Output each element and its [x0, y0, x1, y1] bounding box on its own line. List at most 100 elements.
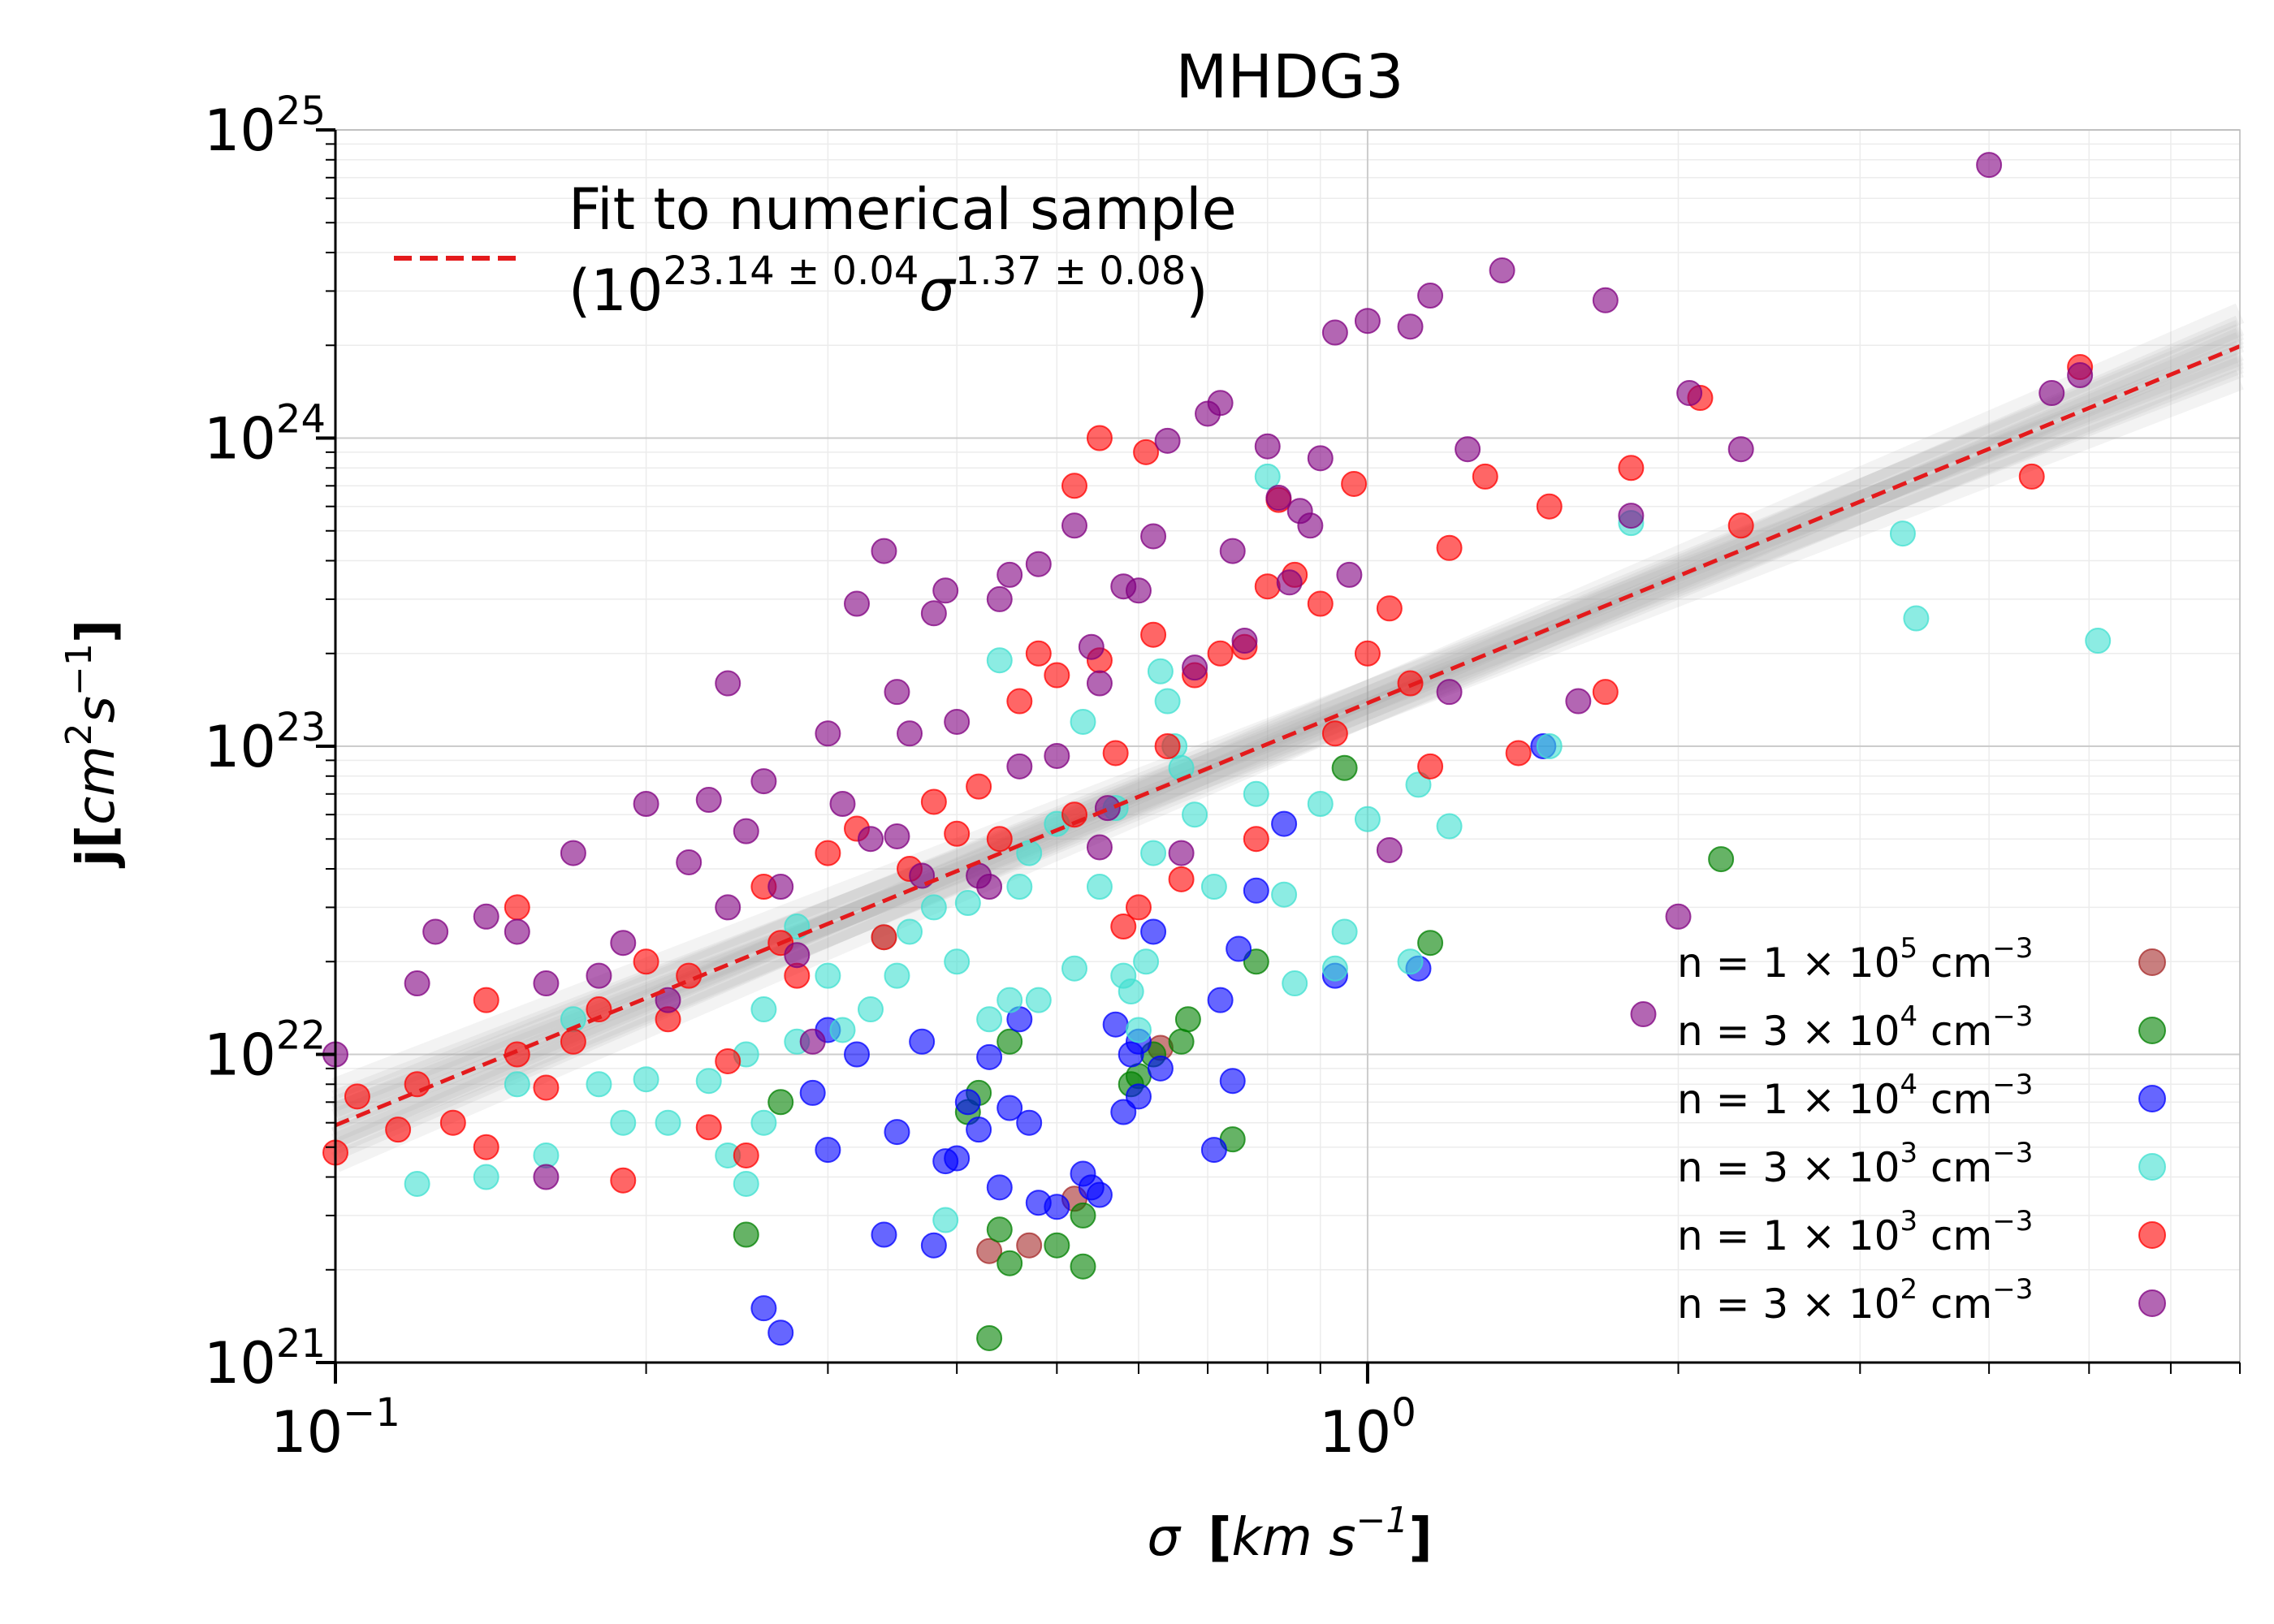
data-point — [976, 1043, 1003, 1070]
data-point — [799, 1028, 826, 1055]
axis-ticks — [316, 128, 2241, 1384]
data-point — [1102, 740, 1129, 767]
data-point — [404, 970, 430, 997]
data-point — [750, 1295, 777, 1322]
data-point — [986, 1174, 1013, 1201]
data-point — [1219, 1068, 1246, 1095]
data-point — [504, 1071, 530, 1098]
data-point — [1505, 740, 1532, 767]
data-point — [799, 1079, 826, 1106]
data-point — [1436, 813, 1463, 840]
data-point — [815, 1137, 841, 1164]
data-point — [1297, 512, 1324, 539]
fit-legend: Fit to numerical sample (1023.14 ± 0.04σ… — [394, 176, 1237, 324]
data-point — [1070, 1253, 1096, 1280]
data-point — [695, 787, 722, 814]
legend-label: n = 3 × 102 cm−3 — [1677, 1273, 2033, 1328]
fit-sample-line — [331, 352, 2244, 1129]
data-point — [1154, 733, 1181, 759]
data-point — [504, 918, 530, 945]
fit-sample-line — [331, 303, 2245, 1147]
data-point — [1231, 628, 1258, 654]
data-point — [750, 1109, 777, 1136]
data-point — [1727, 512, 1754, 539]
fit-legend-label: Fit to numerical sample — [568, 176, 1237, 243]
data-point — [533, 1074, 560, 1101]
data-point — [1321, 319, 1348, 346]
data-point — [1140, 840, 1167, 866]
legend-label: n = 3 × 103 cm−3 — [1677, 1137, 2033, 1191]
legend-marker — [2138, 1017, 2166, 1044]
data-point — [733, 1170, 759, 1197]
data-points — [322, 152, 2112, 1351]
data-point — [750, 768, 777, 795]
series-5 — [322, 152, 2094, 1190]
data-point — [857, 826, 884, 853]
data-point — [1376, 836, 1403, 863]
data-point — [1140, 918, 1167, 945]
data-point — [1133, 438, 1160, 465]
data-point — [1665, 903, 1692, 930]
data-point — [1455, 436, 1481, 463]
data-point — [1889, 520, 1916, 547]
data-point — [1102, 1011, 1129, 1038]
data-point — [404, 1170, 430, 1197]
data-point — [1200, 874, 1227, 901]
data-point — [996, 1028, 1023, 1055]
data-point — [1276, 569, 1303, 596]
data-point — [871, 538, 897, 564]
data-point — [715, 894, 741, 921]
fit-sample-line — [331, 324, 2244, 1123]
fit-line — [335, 344, 2241, 1128]
y-tick-label: 1021 — [204, 1321, 326, 1397]
data-point — [1044, 1194, 1070, 1220]
data-point — [954, 1089, 981, 1116]
data-point — [857, 996, 884, 1023]
data-point — [884, 679, 910, 706]
legend-marker — [2138, 1221, 2166, 1249]
legend-marker — [2138, 1153, 2166, 1181]
data-point — [695, 1114, 722, 1141]
data-point — [1397, 948, 1424, 975]
y-tick-label: 1023 — [204, 705, 326, 780]
data-point — [1243, 877, 1269, 904]
data-point — [1086, 874, 1113, 901]
data-point — [1354, 308, 1381, 335]
data-point — [1168, 866, 1195, 892]
data-point — [815, 720, 841, 747]
fit-sample-line — [331, 369, 2244, 1123]
data-point — [655, 1109, 681, 1136]
data-point — [871, 1221, 897, 1248]
data-point — [1536, 733, 1563, 759]
data-point — [1321, 720, 1348, 747]
data-point — [1265, 485, 1292, 512]
data-point — [1243, 826, 1269, 853]
data-point — [1086, 425, 1113, 451]
fit-sample-line — [331, 320, 2245, 1142]
data-point — [897, 918, 923, 945]
data-point — [1254, 463, 1281, 490]
data-point — [844, 1041, 871, 1068]
data-point — [1174, 1006, 1201, 1033]
data-point — [920, 788, 947, 815]
data-point — [1472, 463, 1498, 490]
data-point — [1154, 427, 1181, 454]
data-point — [439, 1109, 466, 1136]
data-point — [815, 840, 841, 866]
y-axis-label: j[cm2s−1] — [58, 620, 127, 869]
x-axis-label: σ [km s−1] — [1147, 1500, 1432, 1568]
data-point — [1397, 313, 1424, 340]
data-point — [1536, 493, 1563, 520]
data-point — [1147, 658, 1174, 685]
data-point — [633, 948, 659, 975]
data-point — [1271, 810, 1298, 837]
data-point — [610, 1109, 637, 1136]
legend-marker — [2138, 948, 2166, 976]
data-point — [2018, 463, 2045, 490]
data-point — [1618, 455, 1645, 482]
data-point — [1061, 955, 1087, 982]
data-point — [767, 1320, 794, 1346]
data-point — [1727, 436, 1754, 463]
data-point — [1168, 1028, 1195, 1055]
data-point — [655, 987, 681, 1013]
